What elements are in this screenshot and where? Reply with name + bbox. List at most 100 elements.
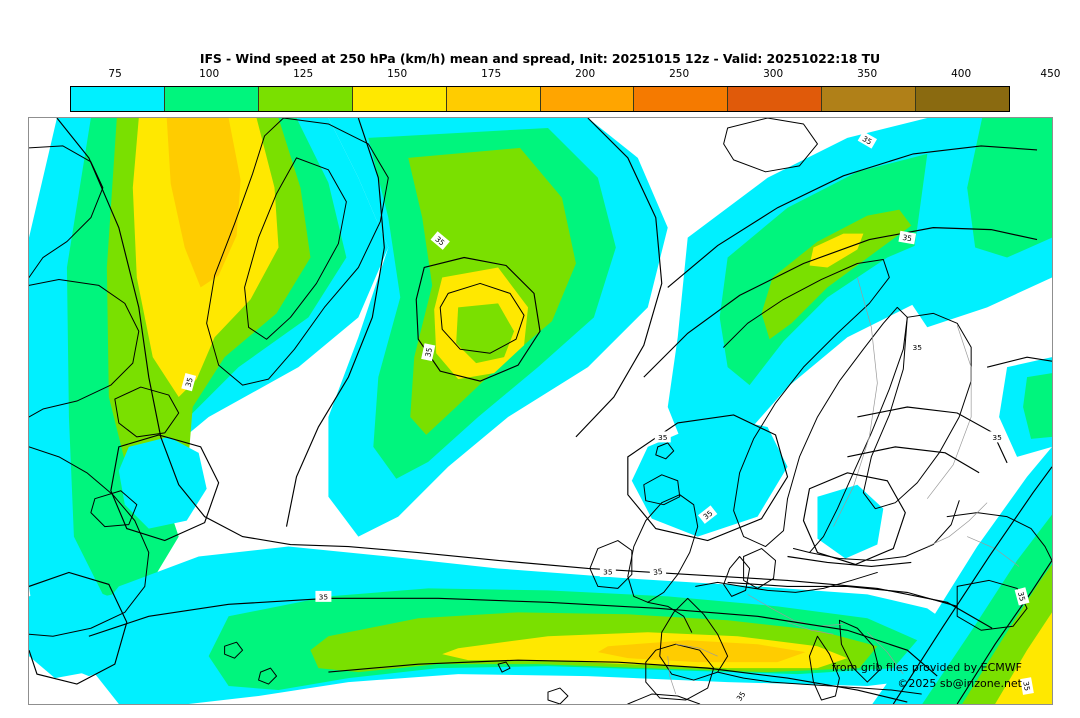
coast-madeira xyxy=(497,661,511,673)
contour-label: 35 xyxy=(989,431,1006,443)
coast-greenland xyxy=(206,118,389,386)
coast-mediterranean xyxy=(717,671,922,695)
contour-label-bg xyxy=(599,565,616,577)
contour-label-text: 35 xyxy=(992,433,1002,442)
contour-label: 35 xyxy=(421,343,436,362)
colorbar-band-4 xyxy=(446,87,541,111)
fill-band-amber-nw xyxy=(166,118,241,288)
coast-iceland xyxy=(439,282,525,354)
contour-label-text: 35 xyxy=(184,376,195,388)
colorbar-band-7 xyxy=(728,87,823,111)
coast-ireland xyxy=(589,540,633,589)
contour-label-bg xyxy=(421,343,436,362)
weather-map[interactable]: 35353535353535353535353535353535 from gr… xyxy=(28,117,1053,705)
contour-label: 35 xyxy=(430,231,450,250)
fill-band-green-east xyxy=(1023,373,1052,439)
fill-band-cyan-lowerleft xyxy=(118,436,207,529)
colorbar-band-5 xyxy=(540,87,635,111)
border-central-europe xyxy=(747,594,844,627)
fill-band-yellow-norway xyxy=(809,233,864,268)
colorbar-tick-400: 400 xyxy=(951,68,972,80)
contour-label: 35 xyxy=(654,431,671,443)
fill-band-cyan-azores xyxy=(29,582,121,679)
contour-label: 35 xyxy=(857,131,878,149)
contour-label-bg xyxy=(909,341,926,353)
contour-35-baltic-inner xyxy=(787,555,912,568)
colorbar-tick-250: 250 xyxy=(669,68,690,80)
contour-35-norway2 xyxy=(643,227,1038,378)
contour-label-text: 35 xyxy=(603,567,613,576)
contour-35-eastern xyxy=(986,356,1052,368)
contour-label-bg xyxy=(857,131,878,149)
contour-35-atlantic-south xyxy=(88,597,938,677)
spread-contour-lines xyxy=(29,118,1052,704)
coast-greenland-inner xyxy=(244,157,347,340)
coast-finland xyxy=(862,312,972,510)
contour-label: 35 xyxy=(698,505,718,524)
contour-label-layer: 35353535353535353535353535353535 xyxy=(181,131,1034,704)
coast-norway xyxy=(723,259,890,548)
contour-label-bg xyxy=(698,505,718,524)
coast-azores-2 xyxy=(258,667,278,685)
contour-label-text: 35 xyxy=(652,567,663,577)
colorbar-tick-175: 175 xyxy=(481,68,502,80)
contour-label-bg xyxy=(1014,587,1030,606)
contour-35-russia2 xyxy=(847,446,980,474)
coast-faroe xyxy=(655,442,675,460)
coast-canaries xyxy=(547,687,569,704)
contour-35-azores xyxy=(29,571,128,685)
contour-label: 35 xyxy=(1014,587,1030,606)
contour-35-russia xyxy=(857,406,1008,464)
contour-label-text: 35 xyxy=(902,233,913,244)
colorbar-tick-labels: 75 100 125 150 175 200 250 300 350 400 4… xyxy=(70,68,1060,84)
contour-label-bg xyxy=(430,231,450,250)
contour-label-text: 35 xyxy=(658,433,668,442)
coast-azores-1 xyxy=(224,641,244,659)
coast-europe-north xyxy=(695,571,878,593)
contour-35-iberia xyxy=(328,659,908,703)
colorbar-band-2 xyxy=(258,87,353,111)
contour-35-northsea xyxy=(627,414,789,542)
coast-nova-scotia xyxy=(90,490,138,528)
contour-35-norwegian xyxy=(667,145,1038,288)
coast-africa-nw xyxy=(627,693,701,704)
contour-35-arctic xyxy=(575,118,663,438)
contour-label-text: 35 xyxy=(319,592,329,601)
contour-label-text: 35 xyxy=(1021,681,1032,692)
coast-italy xyxy=(808,635,840,701)
colorbar-bands xyxy=(70,86,1010,112)
coast-jutland xyxy=(723,556,751,597)
contour-35-centralatl xyxy=(110,434,220,542)
contour-35-se xyxy=(892,466,1052,704)
contour-label: 35 xyxy=(731,686,750,704)
coast-scotland xyxy=(643,474,681,506)
colorbar-tick-125: 125 xyxy=(293,68,314,80)
coast-sweden xyxy=(787,306,908,554)
contour-label-text: 35 xyxy=(861,134,874,147)
contour-label-text: 35 xyxy=(1016,591,1027,603)
coast-denmark xyxy=(743,548,777,589)
coast-canada xyxy=(29,145,104,278)
coast-adriatic xyxy=(838,619,880,683)
colorbar-band-9 xyxy=(916,87,1010,111)
border-scandinavia xyxy=(833,277,878,527)
colorbar-band-6 xyxy=(634,87,729,111)
coast-labrador xyxy=(29,278,140,418)
contour-label-bg xyxy=(1020,677,1034,695)
coast-ne-usa xyxy=(29,446,150,637)
contour-label-bg xyxy=(898,230,917,245)
colorbar-tick-450: 450 xyxy=(1040,68,1061,80)
page-title: IFS - Wind speed at 250 hPa (km/h) mean … xyxy=(199,51,881,66)
coast-biscay xyxy=(647,601,693,633)
contour-label-bg xyxy=(654,431,671,443)
fill-band-ltgreen-norway xyxy=(761,209,912,340)
border-baltic-states xyxy=(927,502,988,547)
coast-newfoundland xyxy=(114,386,180,438)
border-finland-russia xyxy=(926,325,972,499)
contour-35-iceland xyxy=(415,256,541,382)
colorbar-tick-150: 150 xyxy=(387,68,408,80)
fill-band-green-ne xyxy=(967,118,1052,258)
contour-35-nw xyxy=(56,118,993,629)
coast-eastern-europe xyxy=(946,512,1052,561)
colorbar-band-3 xyxy=(352,87,447,111)
